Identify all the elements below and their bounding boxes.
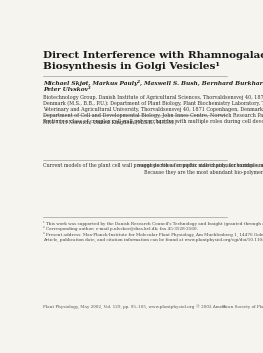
- Text: Current models of the plant cell wall present pectin as complex matrix polysacch: Current models of the plant cell wall pr…: [43, 163, 263, 168]
- Text: Pectin is a class of complex cell wall polysaccharides with multiple roles durin: Pectin is a class of complex cell wall p…: [43, 119, 263, 124]
- Text: Biotechnology Group, Danish Institute of Agricultural Sciences, Thorvaldsensvej : Biotechnology Group, Danish Institute of…: [43, 95, 263, 125]
- Text: 95: 95: [221, 305, 226, 309]
- Text: Direct Interference with Rhamnogalacturonan I
Biosynthesis in Golgi Vesicles¹: Direct Interference with Rhamnogalacturo…: [43, 50, 263, 71]
- Text: ¹ This work was supported by the Danish Research Council's Technology and Insigh: ¹ This work was supported by the Danish …: [43, 221, 263, 242]
- Text: Michael Skjøt, Markus Pauly², Maxwell S. Bush, Bernhard Burkhardt, Maureen C. Mc: Michael Skjøt, Markus Pauly², Maxwell S.…: [43, 79, 263, 92]
- Text: suggests roles for pectic side-chains, for example, arabinans, the polymer of in: suggests roles for pectic side-chains, f…: [138, 163, 263, 174]
- Text: Plant Physiology, May 2002, Vol. 129, pp. 95–105, www.plantphysiol.org © 2002 Am: Plant Physiology, May 2002, Vol. 129, pp…: [43, 305, 263, 309]
